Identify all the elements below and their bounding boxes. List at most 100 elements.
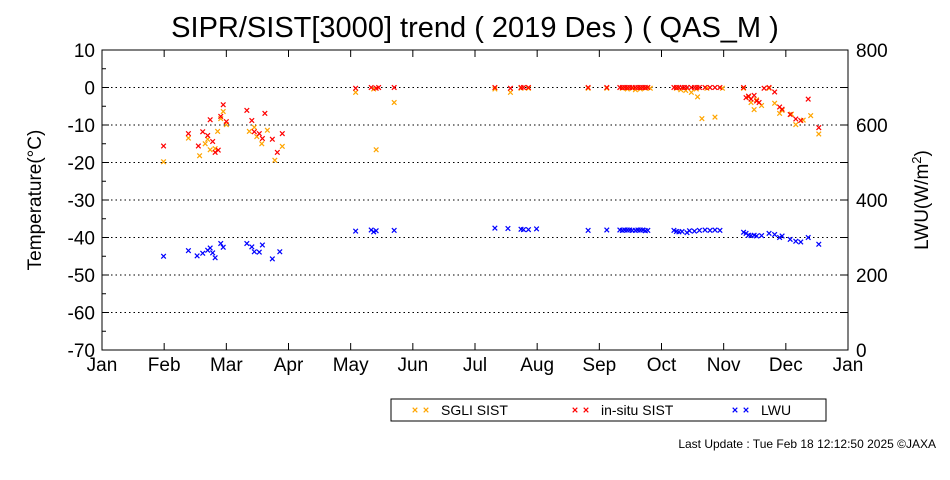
y-tick-label: 10 [74,41,95,62]
data-point [207,117,213,123]
data-point [507,85,514,91]
x-tick-label: Jan [87,355,118,376]
data-point [771,100,778,106]
data-point [160,253,167,259]
x-tick-label: Jan [833,355,864,376]
y2-tick-label: 800 [856,41,888,62]
data-point [525,84,532,91]
chart-title: SIPR/SIST[3000] trend ( 2019 Des ) ( QAS… [171,12,779,44]
data-point [505,225,511,232]
y-tick-label: -10 [68,116,95,137]
data-point [492,225,498,231]
series-2 [160,225,822,262]
y-axis-ticks: 10 0 -10 -20 -30 -40 -50 -60 -70 [68,41,848,362]
data-point [249,244,255,250]
data-point [637,86,644,92]
data-point [751,92,757,99]
data-point [507,89,514,96]
data-point [699,115,705,122]
y-tick-label: -20 [68,154,95,175]
data-point [702,227,708,233]
data-point [520,226,527,233]
data-point [212,149,218,156]
data-point [793,238,799,244]
data-point [753,98,760,104]
data-point [249,117,255,124]
data-point [787,111,793,118]
data-point [160,159,167,165]
data-point [771,231,778,238]
data-point [277,249,283,255]
data-point [256,249,263,255]
data-point [214,128,221,135]
data-point [679,228,685,235]
y-tick-label: -50 [68,266,95,287]
data-point [251,129,258,135]
data-point [212,255,218,261]
data-point [798,117,804,124]
data-point [492,86,498,92]
data-point [694,94,701,100]
data-point [185,130,192,137]
legend-marker [743,407,749,413]
data-point [779,233,785,239]
data-point [185,135,192,141]
data-point [645,84,651,91]
data-point [194,253,200,259]
y2-label-superscript: 2 [909,156,924,163]
data-point [368,84,374,91]
data-point [787,236,793,243]
data-point [185,247,192,254]
legend: SGLI SIST in-situ SIST LWU [390,398,827,422]
data-point [740,84,747,91]
series-1 [160,84,822,156]
data-point [244,107,250,114]
legend-marker [583,407,589,413]
data-point [624,86,631,92]
data-point [202,141,208,147]
data-point [207,245,213,251]
x-tick-label: Mar [210,355,243,376]
y2-axis-ticks: 800 600 400 200 0 [856,41,888,362]
legend-marker [423,407,429,413]
data-point [256,130,263,137]
data-point [215,147,221,153]
data-point [251,249,258,255]
data-point [373,228,379,234]
data-point [220,108,226,115]
data-point [492,84,498,91]
data-point [246,128,253,135]
y2-tick-label: 400 [856,191,888,212]
x-tick-label: Aug [520,355,554,376]
plot-frame [101,49,849,351]
data-point [766,230,772,237]
data-point [259,141,265,147]
data-point [352,89,359,96]
data-point [209,250,216,256]
data-point [160,143,167,149]
legend-marker [572,407,578,413]
data-point [717,84,723,91]
data-point [756,99,762,106]
data-point [696,227,703,234]
data-point [758,232,765,239]
data-point [279,130,286,137]
data-point [195,143,202,149]
data-point [375,84,382,91]
data-point [209,138,216,145]
data-point [244,240,250,247]
data-point [707,84,713,91]
data-point [204,132,211,139]
data-point [753,233,760,239]
x-tick-label: May [333,355,369,376]
x-tick-label: Jul [463,355,487,376]
data-point [807,112,814,119]
data-point [793,116,799,122]
data-point [199,250,206,256]
data-point [391,227,397,234]
data-point [604,227,610,233]
data-point [686,228,693,234]
data-point [696,84,703,91]
data-point [269,136,276,142]
data-point [520,84,527,91]
